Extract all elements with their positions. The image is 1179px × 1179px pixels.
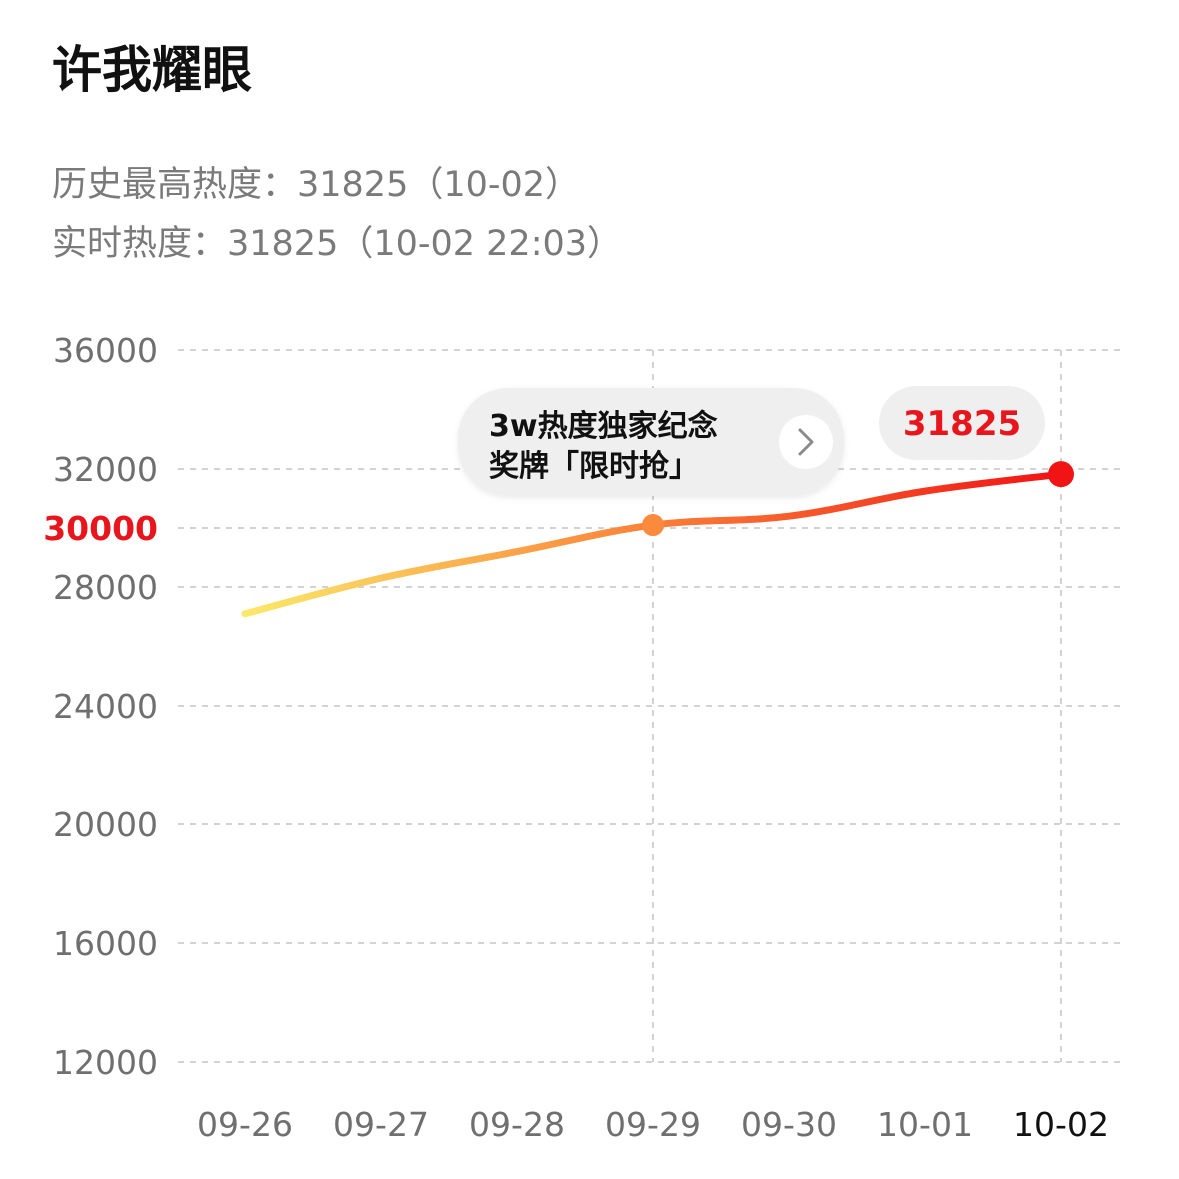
promo-line-2: 奖牌「限时抢」 [489,449,699,484]
value-bubble-background [879,386,1045,460]
milestone-point [642,514,664,537]
promo-line-1: 3w热度独家纪念 [489,409,718,444]
x-axis-ticks: 09-26 09-27 09-28 09-29 09-30 10-01 10-02 [197,1105,1109,1144]
promo-medal-bubble[interactable]: 3w热度独家纪念 奖牌「限时抢」 [458,388,844,496]
chevron-right-icon [798,428,814,456]
page-title: 许我耀眼 [52,41,252,99]
y-tick-label: 36000 [53,331,158,370]
y-tick-label: 20000 [53,805,158,844]
x-tick-label: 09-28 [469,1105,565,1144]
live-heat-text: 实时热度：31825（10-02 22:03） [52,224,623,264]
x-tick-label: 09-29 [605,1105,701,1144]
y-tick-label: 24000 [53,687,158,726]
promo-arrow-circle [779,415,833,469]
y-tick-label: 32000 [53,450,158,489]
y-tick-label: 16000 [53,924,158,963]
x-tick-label: 10-01 [877,1105,973,1144]
peak-heat-text: 历史最高热度：31825（10-02） [52,165,581,205]
current-value-label: 31825 [903,404,1021,444]
x-tick-label: 09-26 [197,1105,293,1144]
x-tick-label: 09-27 [333,1105,429,1144]
y-tick-label: 30000 [43,509,158,548]
y-axis-ticks: 36000 32000 30000 28000 24000 20000 16000 12000 [43,331,158,1082]
x-tick-label: 09-30 [741,1105,837,1144]
current-point [1048,461,1074,488]
y-tick-label: 28000 [53,568,158,607]
x-tick-label: 10-02 [1013,1105,1109,1144]
promo-bubble-background [458,388,844,496]
y-tick-label: 12000 [53,1043,158,1082]
current-value-bubble: 31825 [879,386,1045,460]
